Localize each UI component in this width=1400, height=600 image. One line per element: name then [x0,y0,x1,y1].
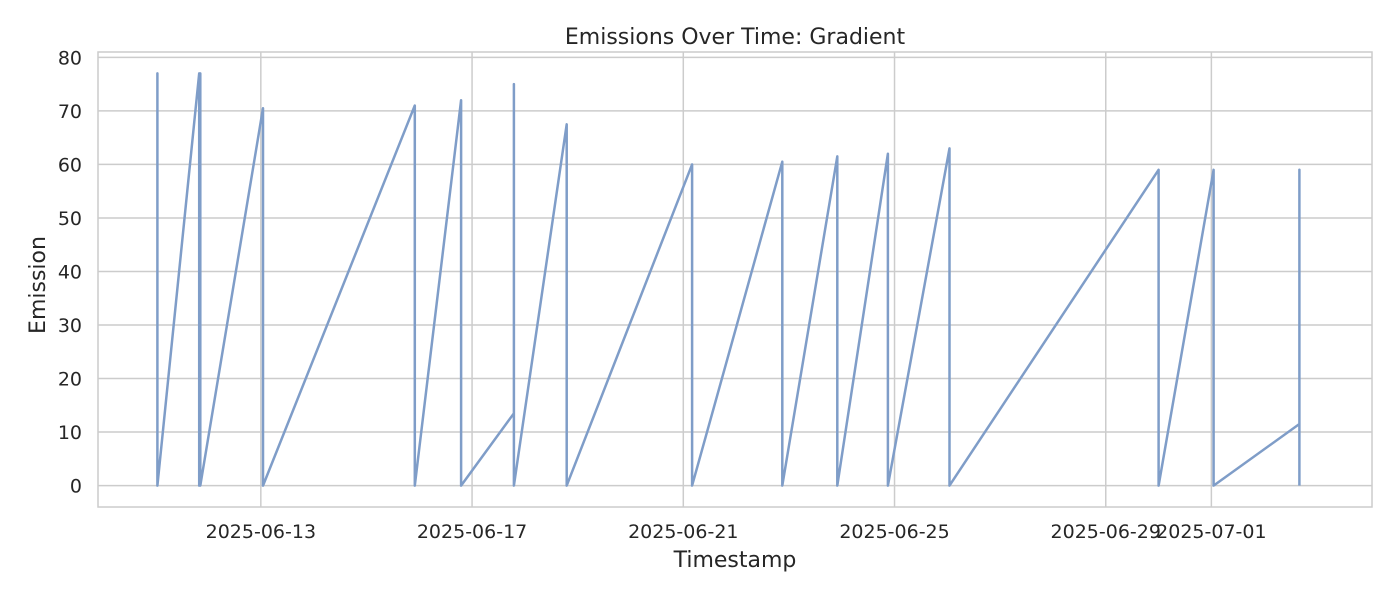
y-axis-label: Emission [26,236,51,334]
y-tick-label: 40 [58,261,82,283]
y-axis-ticks: 0 10 20 30 40 50 60 70 80 [58,47,82,497]
chart-title: Emissions Over Time: Gradient [565,25,906,50]
y-tick-label: 60 [58,154,82,176]
y-tick-label: 30 [58,315,82,337]
grid-lines [98,52,1372,507]
x-tick-label: 2025-06-21 [628,521,738,543]
y-tick-label: 20 [58,369,82,391]
y-tick-label: 50 [58,208,82,230]
x-tick-label: 2025-07-01 [1156,521,1266,543]
x-axis-ticks: 2025-06-13 2025-06-17 2025-06-21 2025-06-25… [206,521,1267,543]
x-tick-label: 2025-06-25 [839,521,949,543]
y-tick-label: 80 [58,47,82,69]
plot-frame [97,51,1373,508]
x-tick-label: 2025-06-13 [206,521,316,543]
x-axis-label: Timestamp [673,548,797,573]
emission-series-line [156,72,1301,487]
series-line-0 [156,72,1301,487]
y-tick-label: 70 [58,101,82,123]
y-tick-label: 0 [70,476,82,498]
x-tick-label: 2025-06-29 [1051,521,1161,543]
y-tick-label: 10 [58,422,82,444]
plot-area [97,51,1373,508]
x-tick-label: 2025-06-17 [417,521,527,543]
